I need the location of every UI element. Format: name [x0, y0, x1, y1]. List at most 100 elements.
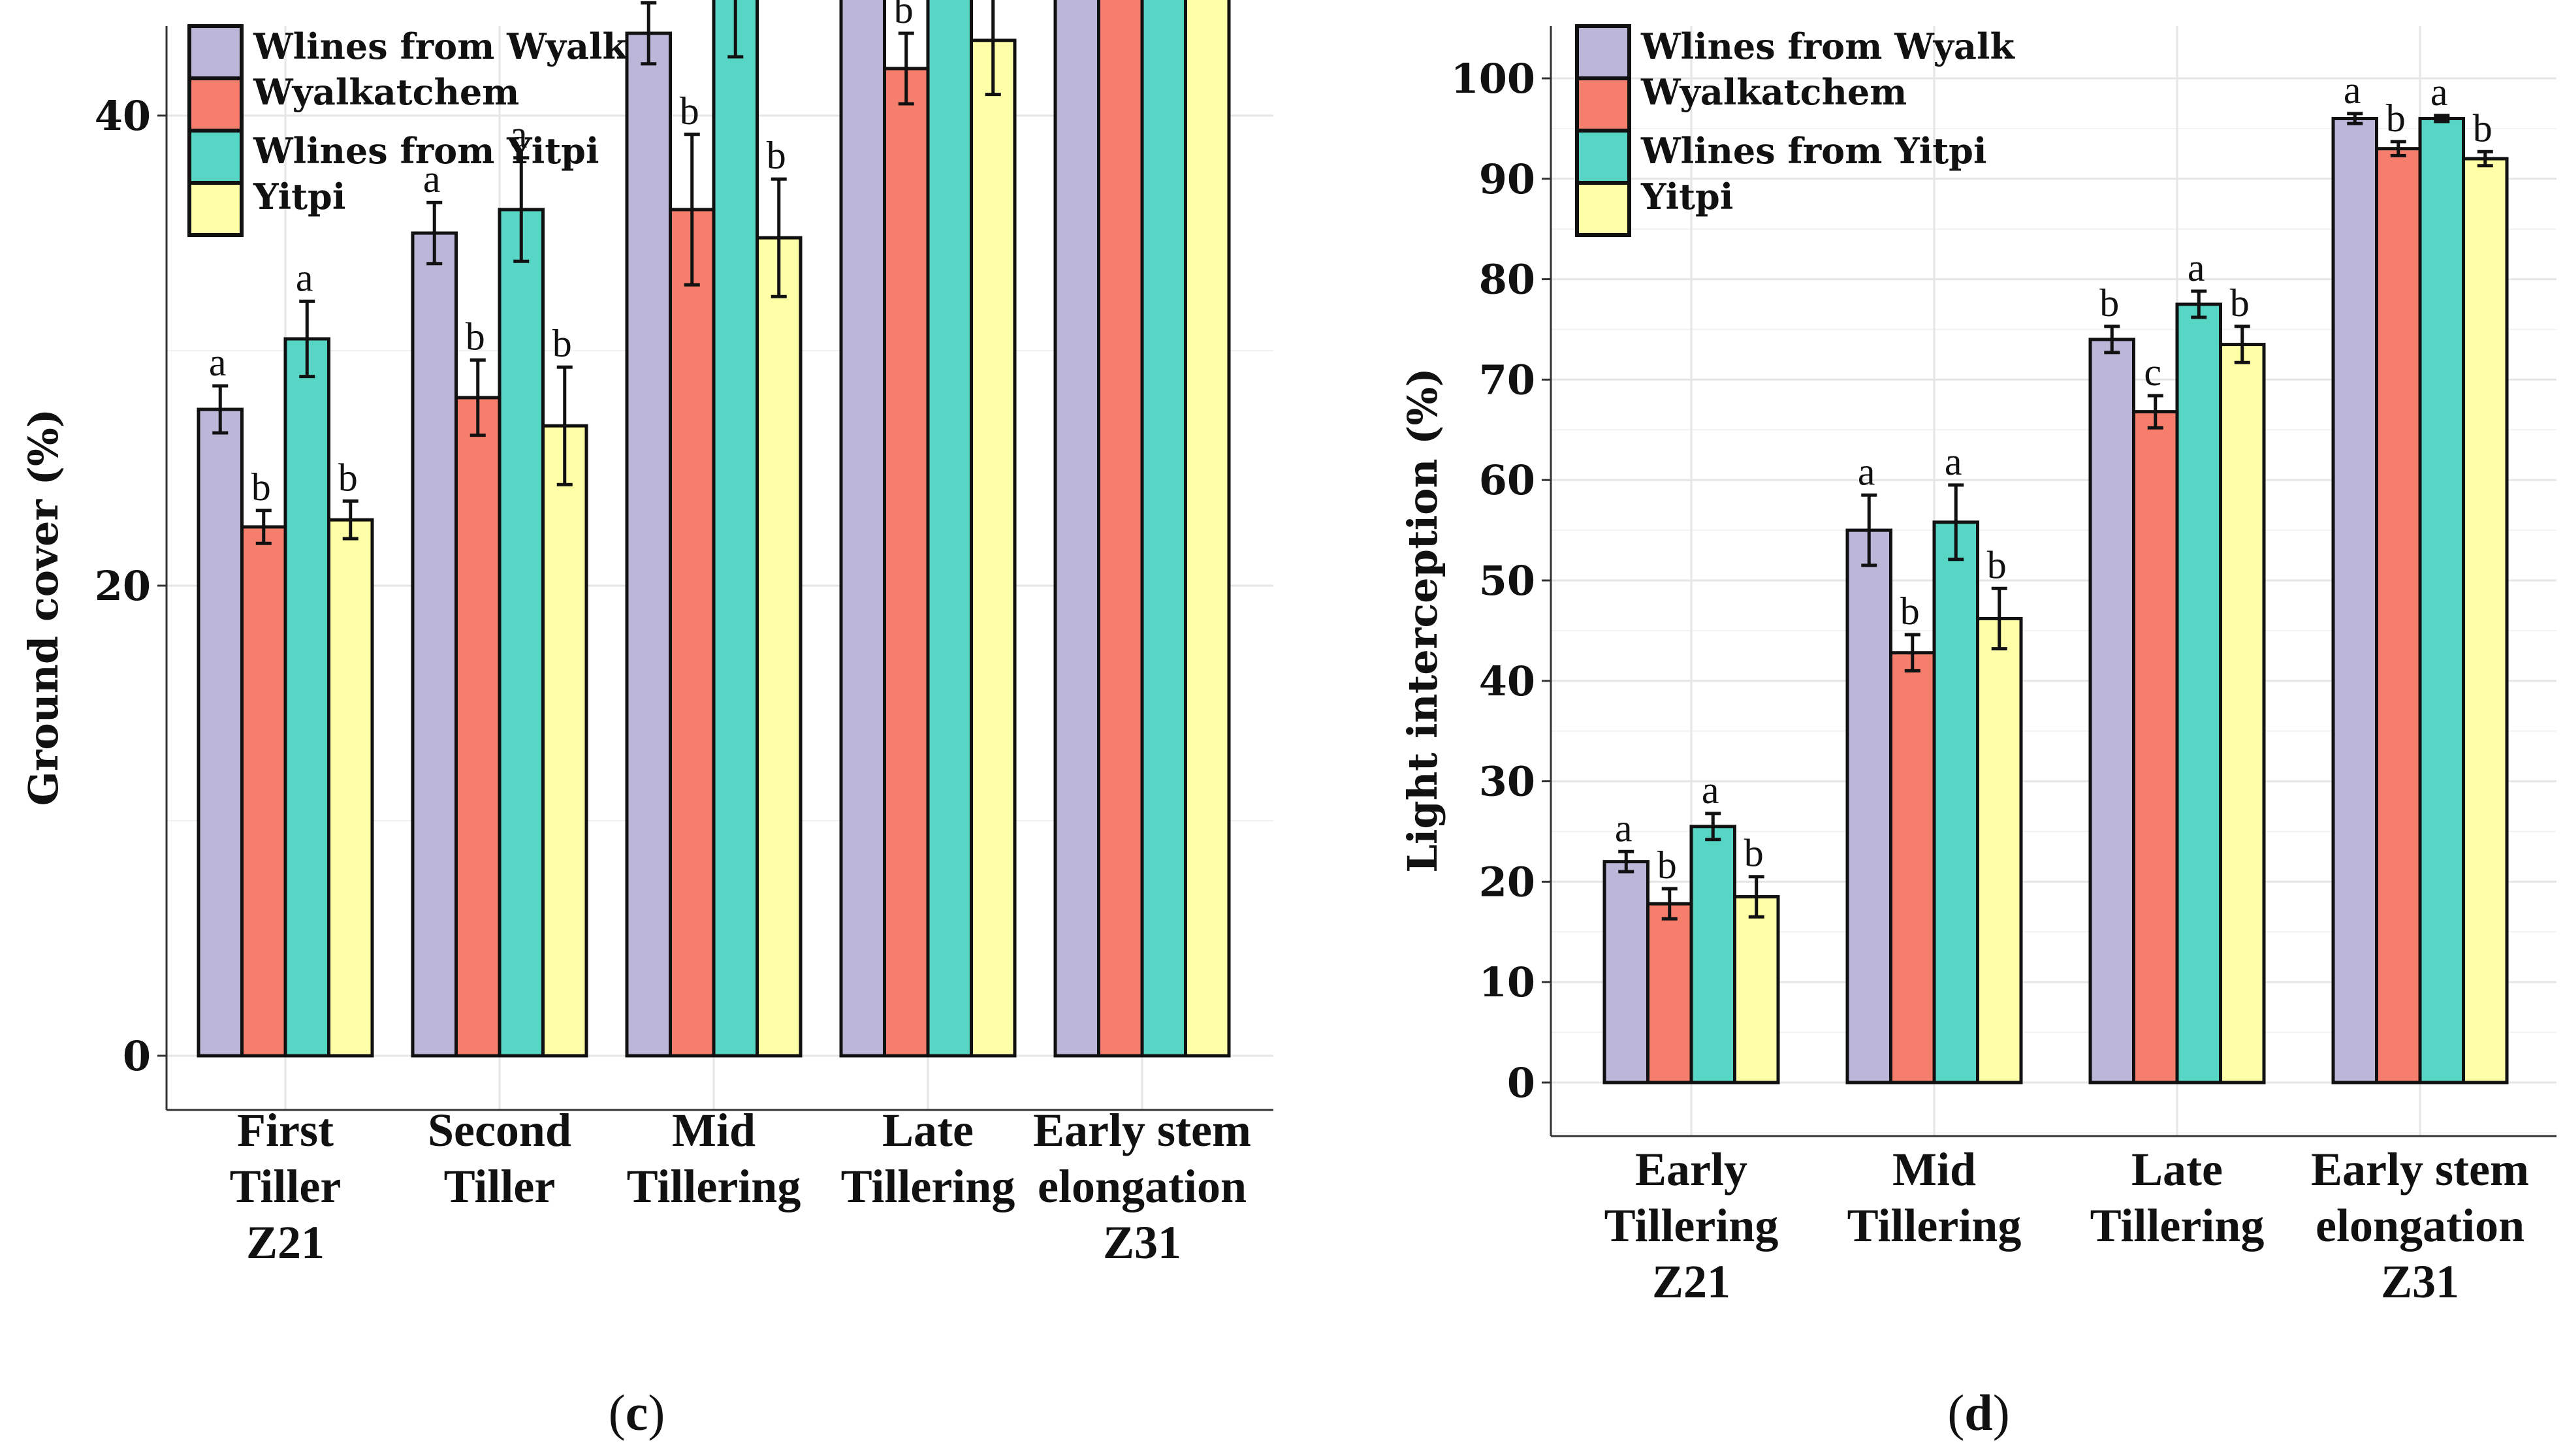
- c-bar: [498, 208, 545, 1058]
- c-y-tick-label: 40: [95, 92, 151, 140]
- c-bar: [1053, 0, 1100, 1058]
- d-significance-letter: a: [1858, 450, 1875, 493]
- c-legend-key: [187, 76, 244, 133]
- chart-panel-c: 020406080Ground cover (%)ababFirstTiller…: [20, 0, 1273, 1441]
- d-legend-label: Wlines from Wyalk: [1640, 25, 2015, 67]
- d-bar: [1845, 528, 1892, 1084]
- c-bar: [669, 208, 716, 1058]
- d-y-tick-label: 30: [1479, 758, 1535, 806]
- c-bar: [454, 396, 502, 1058]
- d-y-tick-label: 60: [1479, 456, 1535, 504]
- d-panel-label: (d): [1947, 1384, 2009, 1441]
- d-significance-letter: a: [1702, 768, 1719, 812]
- d-y-tick-label: 10: [1479, 958, 1535, 1006]
- c-legend-key: [187, 129, 244, 185]
- d-bar: [1646, 902, 1693, 1084]
- c-x-tick-label: Late: [882, 1104, 974, 1156]
- d-x-tick-label: Mid: [1892, 1143, 1976, 1195]
- c-x-tick-label: Z21: [246, 1216, 325, 1269]
- d-significance-letter: a: [2188, 246, 2205, 289]
- c-bar: [1184, 0, 1231, 1058]
- c-x-tick-label: Tillering: [841, 1160, 1015, 1212]
- d-legend-label: Wlines from Yitpi: [1640, 130, 1986, 172]
- c-y-tick-label: 0: [123, 1032, 151, 1080]
- d-y-axis-title: Light interception (%): [1399, 368, 1446, 873]
- d-y-tick-label: 90: [1479, 155, 1535, 203]
- c-significance-letter: a: [209, 341, 227, 384]
- d-y-tick-label: 0: [1507, 1059, 1535, 1107]
- c-significance-letter: b: [894, 0, 914, 31]
- c-bar: [1097, 0, 1144, 1058]
- c-bar: [283, 337, 330, 1058]
- d-bar: [1733, 894, 1780, 1084]
- c-x-tick-label: elongation: [1038, 1160, 1247, 1212]
- d-x-tick-label: Early: [1635, 1143, 1747, 1195]
- d-significance-letter: b: [2386, 97, 2406, 140]
- c-x-tick-label: Tiller: [230, 1160, 342, 1212]
- d-legend-label: Yitpi: [1640, 176, 1733, 217]
- d-legend-key: [1575, 129, 1631, 185]
- c-legend-label: Wlines from Yitpi: [253, 130, 599, 172]
- c-bar: [883, 67, 930, 1058]
- c-x-tick-label: Tillering: [627, 1160, 801, 1212]
- chart-panel-d: 0 10 20 30 40 50 60 70 80 90 100 Light interception…: [1399, 24, 2557, 1441]
- c-bar: [240, 525, 287, 1058]
- d-y-tick-label: 20: [1479, 858, 1535, 906]
- d-legend-key: [1575, 76, 1631, 133]
- d-x-tick-label: Z21: [1652, 1256, 1730, 1308]
- c-panel-label: (c): [609, 1384, 665, 1441]
- d-x-tick-label: Tillering: [1847, 1199, 2022, 1252]
- d-bar: [1602, 860, 1649, 1084]
- d-legend-key: [1575, 24, 1631, 80]
- d-bar: [1689, 825, 1736, 1084]
- c-legend-key: [187, 181, 244, 237]
- d-legend-key: [1575, 181, 1631, 237]
- c-bar: [541, 424, 588, 1058]
- d-bar: [2219, 343, 2266, 1084]
- d-x-tick-label: elongation: [2316, 1199, 2525, 1252]
- d-bar: [1889, 651, 1936, 1084]
- d-significance-letter: b: [1744, 832, 1764, 875]
- c-legend-label: Yitpi: [253, 176, 345, 217]
- d-bar: [2088, 338, 2135, 1084]
- c-bar: [411, 231, 458, 1058]
- d-significance-letter: b: [1987, 543, 2007, 586]
- d-significance-letter: a: [1615, 806, 1633, 849]
- c-significance-letter: a: [423, 157, 441, 200]
- c-legend-key: [187, 24, 244, 80]
- c-bar: [327, 518, 374, 1058]
- c-bar: [1140, 0, 1187, 1058]
- c-bar: [756, 236, 803, 1058]
- d-significance-letter: a: [1945, 440, 1962, 483]
- d-x-tick-label: Tillering: [2090, 1199, 2265, 1252]
- d-bar: [2462, 157, 2509, 1084]
- c-bar: [839, 0, 886, 1058]
- d-significance-letter: c: [2144, 351, 2161, 394]
- c-bar: [712, 0, 759, 1058]
- c-significance-letter: a: [637, 0, 655, 1]
- d-y-tick-label: 70: [1479, 356, 1535, 404]
- d-y-tick-label: 100: [1451, 55, 1535, 103]
- c-significance-letter: b: [251, 466, 271, 509]
- c-x-tick-label: Second: [428, 1104, 571, 1156]
- c-bar: [970, 39, 1017, 1058]
- d-bar: [2175, 302, 2222, 1084]
- d-significance-letter: b: [2099, 281, 2119, 324]
- c-legend-label: Wlines from Wyalk: [253, 25, 628, 67]
- c-significance-letter: b: [338, 456, 358, 499]
- d-significance-letter: b: [2473, 106, 2493, 150]
- d-bar: [1976, 616, 2023, 1084]
- d-bar: [1932, 520, 1979, 1084]
- c-significance-letter: a: [296, 256, 313, 299]
- c-bar: [625, 31, 672, 1058]
- d-y-tick-label: 50: [1479, 557, 1535, 605]
- d-bar: [2331, 117, 2378, 1084]
- d-x-tick-label: Tillering: [1604, 1199, 1779, 1252]
- c-significance-letter: b: [466, 315, 485, 358]
- d-bar: [2418, 117, 2465, 1084]
- c-x-tick-label: Z31: [1103, 1216, 1181, 1269]
- c-significance-letter: a: [510, 113, 528, 156]
- d-significance-letter: b: [1900, 590, 1920, 633]
- c-x-tick-label: Early stem: [1033, 1104, 1251, 1156]
